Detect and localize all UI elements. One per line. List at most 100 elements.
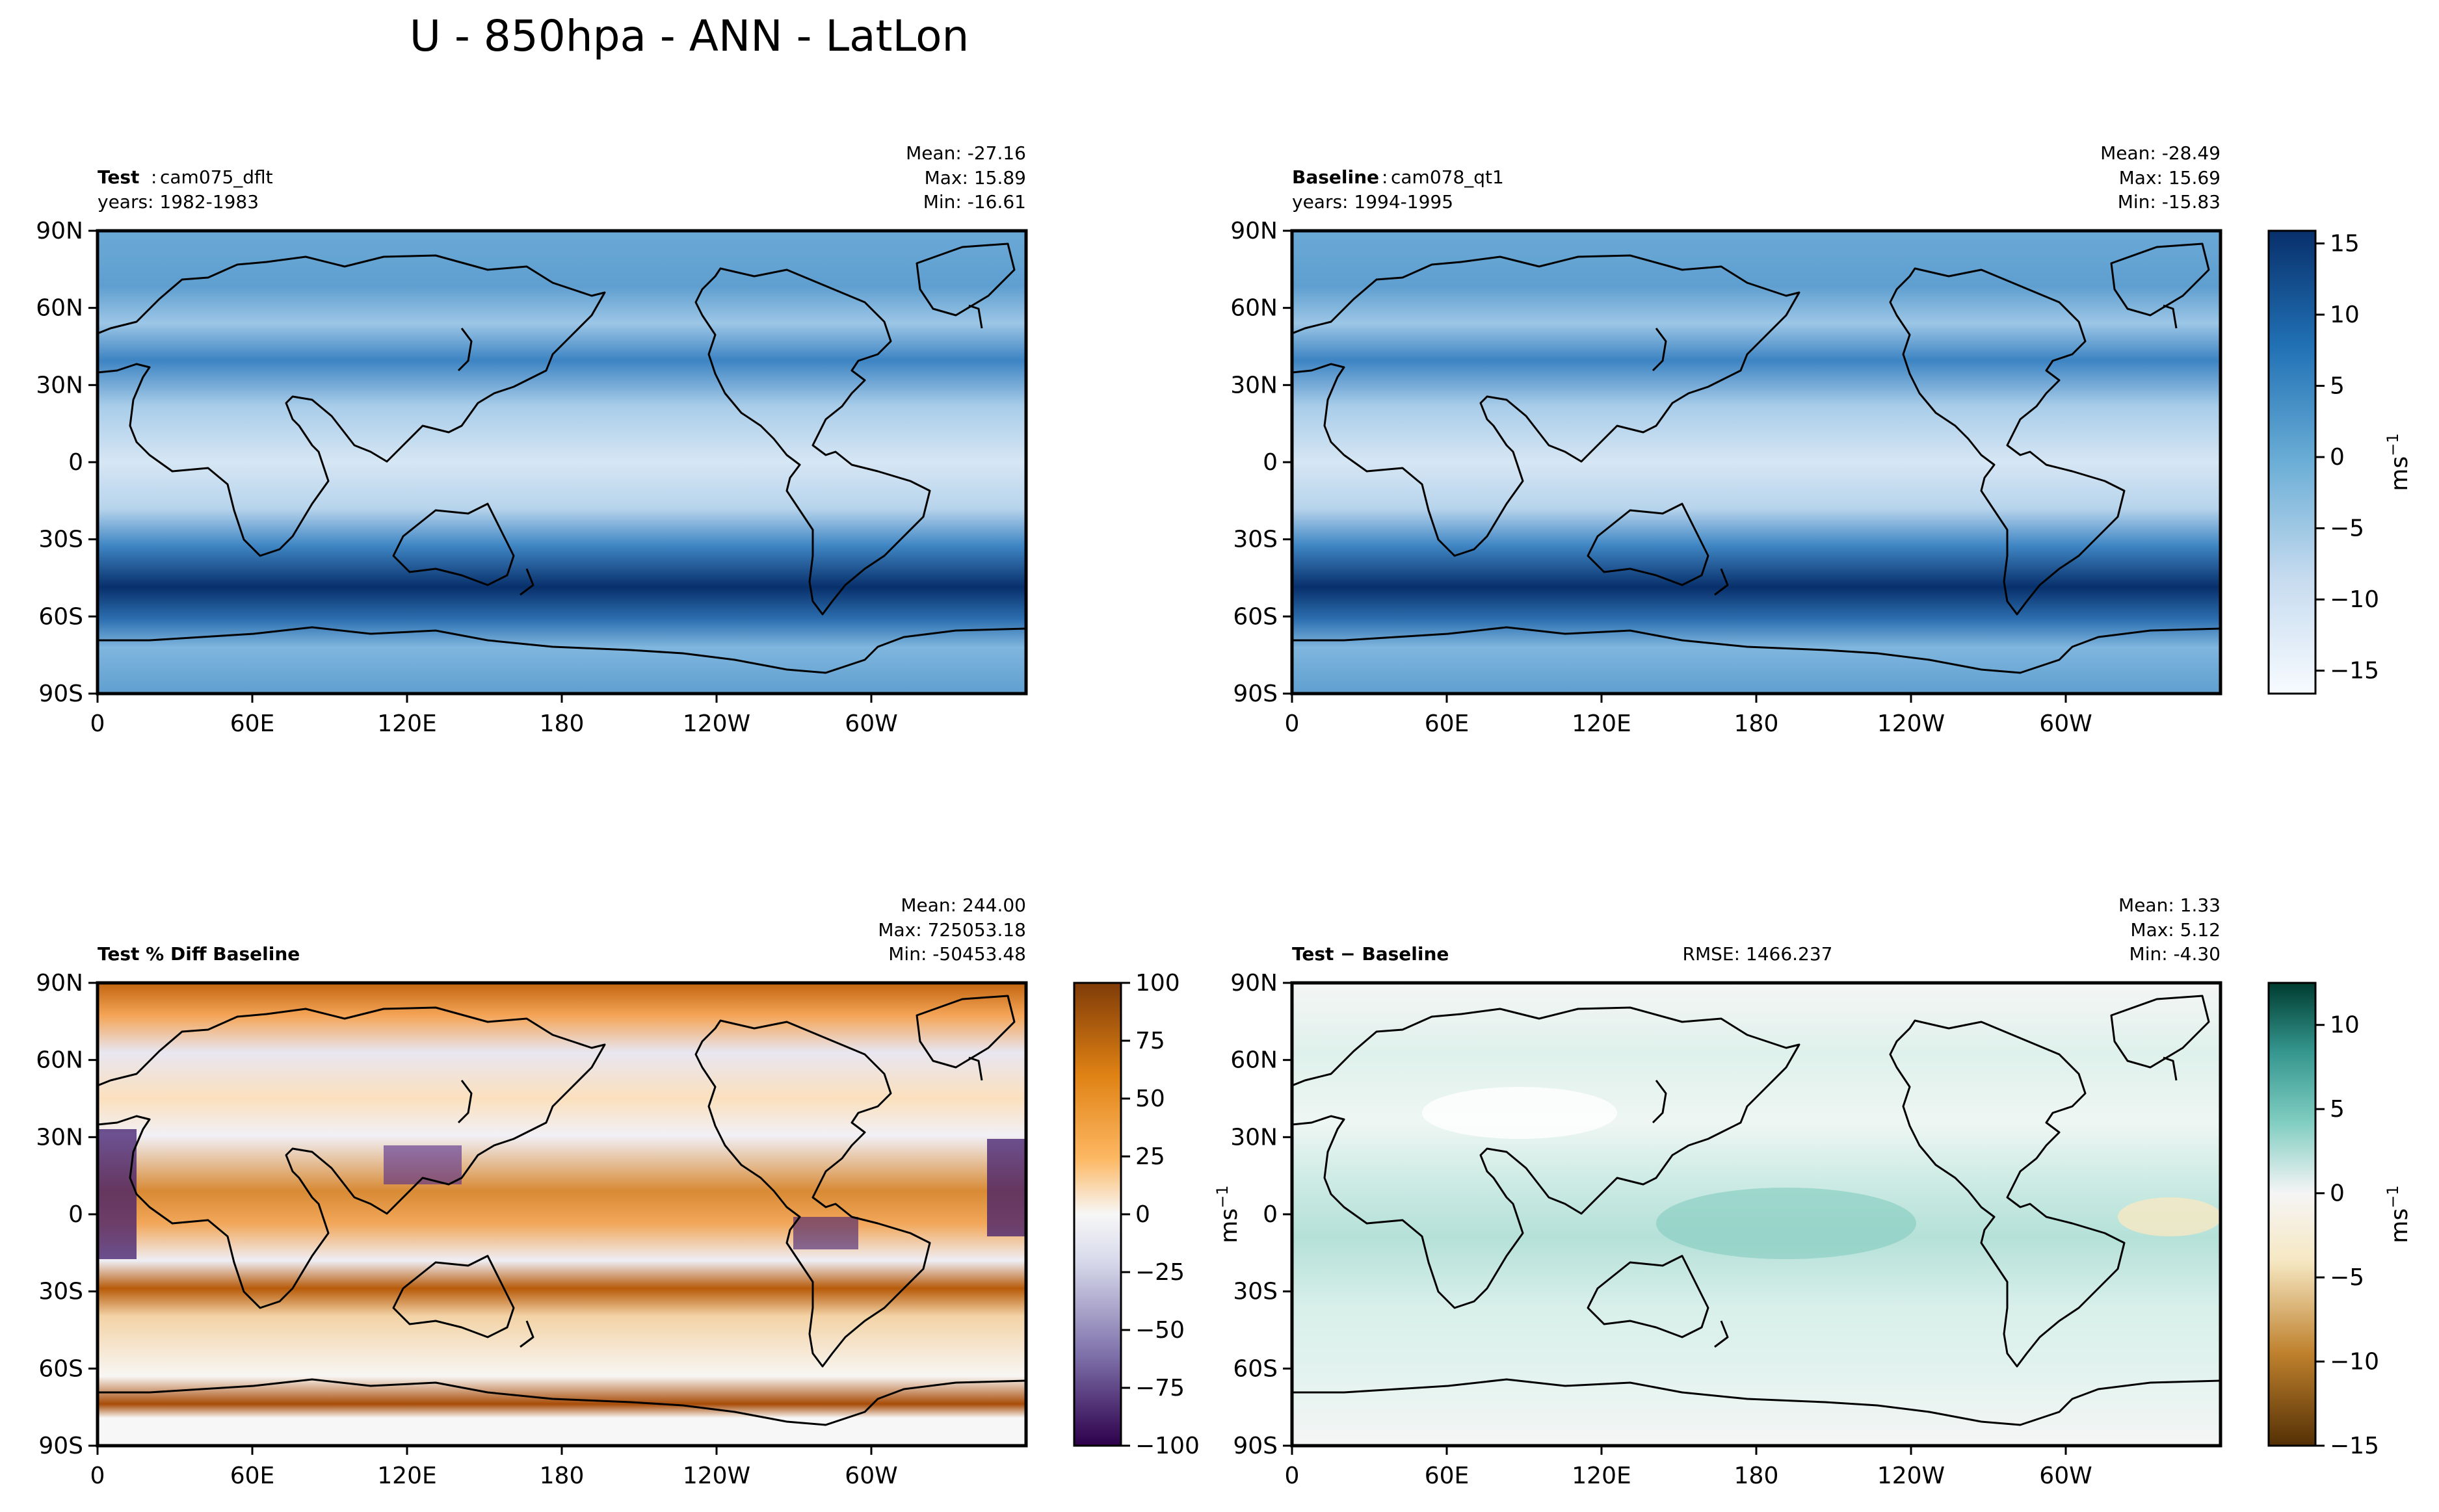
- x-tick-label: 60E: [1425, 710, 1470, 737]
- test-case-name: cam075_dflt: [160, 166, 273, 188]
- x-tick-label: 60W: [2039, 1463, 2092, 1489]
- colorbar-tick-label: 5: [2330, 373, 2345, 400]
- y-tick-label: 60N: [1230, 1047, 1278, 1074]
- colorbar-tick-label: 25: [1135, 1143, 1165, 1170]
- colorbar-tick-label: −10: [2330, 1349, 2379, 1375]
- y-tick-label: 90S: [1233, 681, 1278, 707]
- colorbar-tick-label: 50: [1135, 1086, 1165, 1112]
- panel-diff: Test − Baseline RMSE: 1466.237 Mean: 1.3…: [1230, 894, 2222, 1489]
- test-map: [98, 231, 1026, 694]
- test-label-bold: Test: [98, 166, 139, 188]
- y-tick-label: 0: [1263, 449, 1278, 476]
- x-tick-label: 180: [540, 710, 585, 737]
- colorbar-tick-label: −5: [2330, 1264, 2364, 1291]
- x-tick-label: 120E: [1572, 710, 1631, 737]
- y-tick-label: 90N: [1230, 218, 1278, 244]
- colorbar-tick-label: 0: [2330, 1180, 2345, 1207]
- x-tick-label: 60W: [845, 1463, 897, 1489]
- y-tick-label: 90N: [36, 218, 83, 244]
- test-stat-max: Max: 15.89: [925, 167, 1026, 189]
- panel-baseline: Baseline : cam078_qt1 years: 1994-1995 M…: [1230, 142, 2222, 737]
- y-tick-label: 60N: [1230, 295, 1278, 322]
- diff-rmse: RMSE: 1466.237: [1682, 943, 1832, 965]
- y-tick-label: 30S: [1233, 1279, 1278, 1305]
- y-tick-label: 60S: [1233, 603, 1278, 630]
- colorbar-tick-label: −25: [1135, 1259, 1185, 1286]
- pct-diff-label-bold: Test % Diff Baseline: [98, 943, 300, 965]
- baseline-stat-mean: Mean: -28.49: [2100, 142, 2221, 164]
- y-tick-label: 0: [1263, 1201, 1278, 1228]
- colorbar-tick-label: 0: [1135, 1201, 1150, 1228]
- y-tick-label: 90S: [38, 1433, 83, 1459]
- colorbar-tick-label: 0: [2330, 444, 2345, 471]
- x-tick-label: 120E: [1572, 1463, 1631, 1489]
- test-years: years: 1982-1983: [98, 191, 259, 213]
- x-tick-label: 120W: [1877, 1463, 1945, 1489]
- diff-stat-max: Max: 5.12: [2130, 919, 2221, 941]
- x-tick-label: 60E: [1425, 1463, 1470, 1489]
- panel-pct-diff: Test % Diff Baseline Mean: 244.00 Max: 7…: [36, 894, 1028, 1489]
- y-tick-label: 60S: [38, 1355, 83, 1382]
- baseline-case-name: cam078_qt1: [1391, 166, 1504, 188]
- colorbar-pct-unit: ms−1: [1213, 1185, 1243, 1243]
- test-stat-min: Min: -16.61: [923, 191, 1026, 213]
- x-tick-label: 0: [1285, 710, 1300, 737]
- y-tick-label: 30S: [38, 527, 83, 553]
- x-tick-label: 180: [540, 1463, 585, 1489]
- x-tick-label: 120W: [683, 1463, 750, 1489]
- y-tick-label: 60S: [38, 603, 83, 630]
- y-tick-label: 90S: [38, 681, 83, 707]
- y-tick-label: 30N: [36, 1124, 83, 1151]
- colorbar-tick-label: 75: [1135, 1028, 1165, 1054]
- y-tick-label: 0: [68, 449, 83, 476]
- colorbar-diff: 10 5 0 −5 −10 −15 ms−1: [2267, 982, 2413, 1459]
- x-tick-label: 60W: [2039, 710, 2092, 737]
- y-tick-label: 60N: [36, 295, 83, 322]
- diff-stat-min: Min: -4.30: [2129, 943, 2221, 965]
- colorbar-u-unit: ms−1: [2384, 433, 2413, 491]
- colorbar-tick-label: 5: [2330, 1096, 2345, 1123]
- y-tick-label: 30S: [38, 1279, 83, 1305]
- colorbar-tick-label: 100: [1135, 970, 1180, 997]
- y-tick-label: 90N: [1230, 970, 1278, 997]
- colorbar-tick-label: −10: [2330, 586, 2379, 613]
- y-tick-label: 30N: [1230, 372, 1278, 398]
- colorbar-tick-label: 10: [2330, 1012, 2360, 1039]
- baseline-stat-max: Max: 15.69: [2119, 167, 2221, 189]
- pct-diff-stat-max: Max: 725053.18: [878, 919, 1026, 941]
- x-tick-label: 120E: [377, 1463, 436, 1489]
- colorbar-tick-label: −15: [2330, 658, 2379, 684]
- x-tick-label: 60E: [230, 1463, 275, 1489]
- figure-title: U - 850hpa - ANN - LatLon: [410, 11, 969, 61]
- x-tick-label: 0: [90, 710, 105, 737]
- baseline-label-bold: Baseline: [1292, 166, 1379, 188]
- diff-label-bold: Test − Baseline: [1292, 943, 1449, 965]
- x-tick-label: 0: [1285, 1463, 1300, 1489]
- test-label-sep: :: [151, 166, 157, 188]
- x-tick-label: 60E: [230, 710, 275, 737]
- x-tick-label: 120E: [377, 710, 436, 737]
- colorbar-tick-label: −15: [2330, 1433, 2379, 1459]
- y-tick-label: 60N: [36, 1047, 83, 1074]
- colorbar-tick-label: −75: [1135, 1375, 1185, 1401]
- colorbar-tick-label: −50: [1135, 1317, 1185, 1344]
- y-tick-label: 60S: [1233, 1355, 1278, 1382]
- x-tick-label: 60W: [845, 710, 897, 737]
- x-tick-label: 180: [1734, 1463, 1779, 1489]
- y-tick-label: 90N: [36, 970, 83, 997]
- baseline-stat-min: Min: -15.83: [2118, 191, 2221, 213]
- diff-stat-mean: Mean: 1.33: [2118, 894, 2221, 916]
- baseline-years: years: 1994-1995: [1292, 191, 1453, 213]
- baseline-map: [1292, 231, 2221, 694]
- pct-diff-stat-mean: Mean: 244.00: [901, 894, 1026, 916]
- x-tick-label: 0: [90, 1463, 105, 1489]
- pct-diff-map: [98, 983, 1026, 1446]
- pct-diff-stat-min: Min: -50453.48: [888, 943, 1026, 965]
- x-tick-label: 120W: [1877, 710, 1945, 737]
- colorbar-pct: 100 75 50 25 0 −25 −50 −75 −100 ms−1: [1073, 970, 1243, 1459]
- test-stat-mean: Mean: -27.16: [906, 142, 1026, 164]
- y-tick-label: 30N: [1230, 1124, 1278, 1151]
- colorbar-u: 15 10 5 0 −5 −10 −15 ms−1: [2267, 229, 2413, 695]
- diff-map: [1292, 983, 2221, 1446]
